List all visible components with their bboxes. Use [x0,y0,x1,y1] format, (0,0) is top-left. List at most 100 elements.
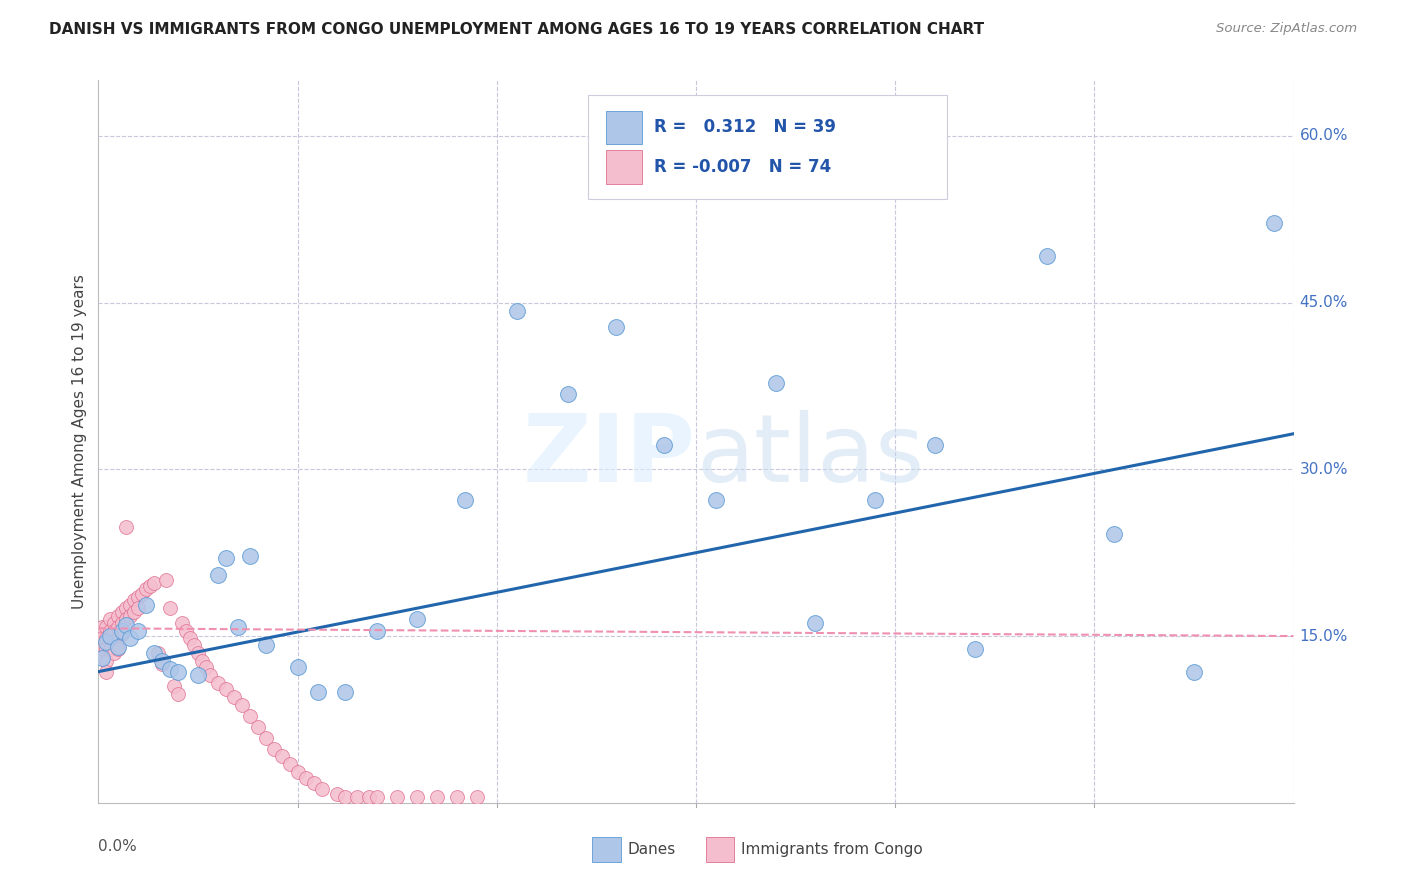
Point [963,642,986,657]
Point [366,624,388,638]
Point [346,790,368,805]
Point [326,787,349,801]
Point [865,493,887,508]
Point [174,624,197,638]
Text: 30.0%: 30.0% [1299,462,1348,477]
Point [446,790,468,805]
Point [103,634,125,648]
Point [226,620,249,634]
Point [98,629,122,643]
Point [131,587,153,601]
Point [150,653,173,667]
Point [120,632,142,646]
Point [124,605,146,619]
Point [406,612,429,626]
Point [111,605,134,619]
Point [924,438,946,452]
Point [107,609,129,624]
Point [1104,526,1126,541]
Text: 60.0%: 60.0% [1299,128,1348,144]
Point [163,679,186,693]
Point [103,615,125,630]
Text: 15.0%: 15.0% [1299,629,1348,643]
Point [107,640,129,655]
Point [278,756,301,771]
Point [135,582,157,597]
Point [207,675,229,690]
Point [183,638,205,652]
Text: Source: ZipAtlas.com: Source: ZipAtlas.com [1216,22,1357,36]
Point [287,660,309,674]
Point [96,642,118,657]
Point [107,632,129,646]
Point [465,790,488,805]
Point [207,568,229,582]
Point [91,632,114,646]
Point [96,632,118,646]
Point [120,598,142,612]
Point [1263,216,1285,230]
FancyBboxPatch shape [589,95,948,200]
Text: DANISH VS IMMIGRANTS FROM CONGO UNEMPLOYMENT AMONG AGES 16 TO 19 YEARS CORRELATI: DANISH VS IMMIGRANTS FROM CONGO UNEMPLOY… [49,22,984,37]
Point [167,687,190,701]
Point [307,684,329,698]
Text: Immigrants from Congo: Immigrants from Congo [741,842,924,857]
Point [652,438,675,452]
Point [179,632,201,646]
Point [96,634,118,648]
FancyBboxPatch shape [592,838,620,862]
Text: ZIP: ZIP [523,410,696,502]
Point [124,593,146,607]
Point [187,646,209,660]
Point [1035,249,1057,263]
Point [96,653,118,667]
Point [111,627,134,641]
Point [605,320,627,334]
Text: 45.0%: 45.0% [1299,295,1348,310]
Point [143,646,166,660]
Point [335,684,357,698]
FancyBboxPatch shape [706,838,734,862]
Point [294,772,316,786]
Point [254,638,277,652]
Point [103,646,125,660]
Point [263,742,285,756]
Text: Danes: Danes [628,842,676,857]
Point [115,520,138,534]
Point [704,493,727,508]
Point [239,709,262,723]
Point [127,590,149,604]
Point [159,601,181,615]
Point [287,764,309,779]
Point [148,646,170,660]
Point [195,660,218,674]
Point [454,493,477,508]
Point [215,682,238,697]
Point [159,662,181,676]
Point [406,790,429,805]
Point [155,574,177,588]
Point [96,665,118,679]
Point [167,665,190,679]
Point [91,642,114,657]
Point [120,609,142,624]
FancyBboxPatch shape [606,151,643,184]
Text: atlas: atlas [696,410,924,502]
Point [127,601,149,615]
Text: 0.0%: 0.0% [98,838,138,854]
Point [506,304,529,318]
Point [111,615,134,630]
Point [98,612,122,626]
Point [150,657,173,671]
Text: R =   0.312   N = 39: R = 0.312 N = 39 [654,119,837,136]
Point [115,601,138,615]
Point [231,698,253,712]
Point [107,620,129,634]
Point [385,790,409,805]
Point [215,551,238,566]
Point [115,612,138,626]
Point [311,782,333,797]
Point [135,598,157,612]
Point [139,579,162,593]
Point [246,720,269,734]
